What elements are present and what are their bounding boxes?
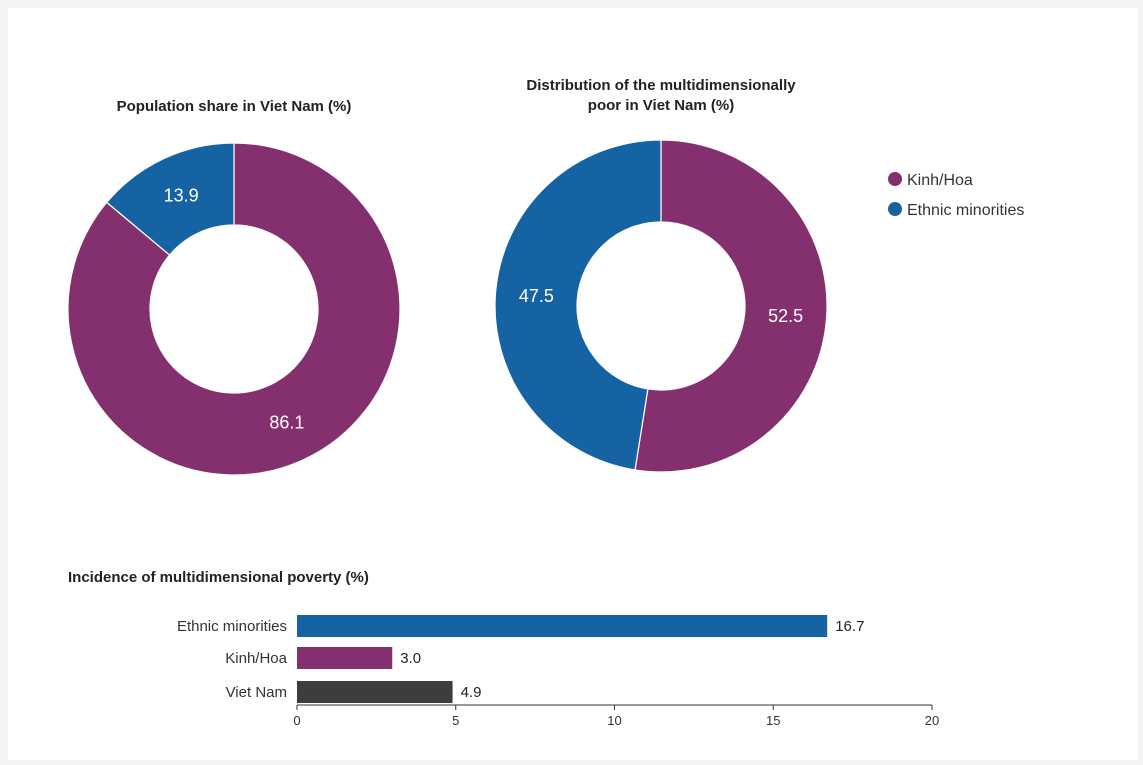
- bar-category-label-kinh-hoa: Kinh/Hoa: [225, 650, 287, 667]
- bar-value-label-kinh-hoa: 3.0: [400, 650, 421, 667]
- bar-ethnic-minorities: [297, 615, 828, 637]
- bar-chart-incidence: Incidence of multidimensional poverty (%…: [68, 569, 939, 728]
- donut-distribution-poor: Distribution of the multidimensionally p…: [494, 77, 828, 473]
- bar-category-label-ethnic-minorities: Ethnic minorities: [177, 618, 287, 635]
- donut2-slice-ethnic-minorities: [494, 139, 662, 471]
- x-tick-label-15: 15: [766, 713, 780, 728]
- figure-svg: Population share in Viet Nam (%) 86.1 13.…: [67, 77, 1024, 728]
- donut2-value-label-kinh-hoa: 52.5: [768, 306, 803, 326]
- legend-swatch-ethnic-minorities: [888, 202, 902, 216]
- legend-label-ethnic-minorities: Ethnic minorities: [907, 202, 1024, 219]
- donut1-title: Population share in Viet Nam (%): [117, 98, 352, 115]
- bar-viet-nam: [297, 681, 453, 703]
- bar-category-label-viet-nam: Viet Nam: [226, 684, 287, 701]
- donut2-title-line1: Distribution of the multidimensionally: [526, 77, 796, 94]
- x-tick-label-10: 10: [607, 713, 621, 728]
- donut1-slice-ethnic-minorities: [105, 142, 235, 256]
- donut1-value-label-kinh-hoa: 86.1: [269, 412, 304, 432]
- x-tick-label-20: 20: [925, 713, 939, 728]
- bar-value-label-viet-nam: 4.9: [461, 684, 482, 701]
- donut2-title-line2: poor in Viet Nam (%): [588, 97, 734, 114]
- donut2-value-label-ethnic-minorities: 47.5: [519, 286, 554, 306]
- donut-population-share: Population share in Viet Nam (%) 86.1 13.…: [67, 98, 401, 476]
- x-tick-label-0: 0: [293, 713, 300, 728]
- legend-label-kinh-hoa: Kinh/Hoa: [907, 172, 973, 189]
- bar-value-label-ethnic-minorities: 16.7: [835, 618, 864, 635]
- donut1-value-label-ethnic-minorities: 13.9: [164, 186, 199, 206]
- donut2-slice-kinh-hoa: [634, 139, 828, 473]
- x-tick-label-5: 5: [452, 713, 459, 728]
- figure-panel: Population share in Viet Nam (%) 86.1 13.…: [8, 8, 1138, 760]
- bar-chart-title: Incidence of multidimensional poverty (%…: [68, 569, 369, 586]
- legend-swatch-kinh-hoa: [888, 172, 902, 186]
- bar-kinh-hoa: [297, 647, 393, 669]
- legend: Kinh/Hoa Ethnic minorities: [888, 172, 1024, 219]
- donut1-slice-kinh-hoa: [67, 142, 401, 476]
